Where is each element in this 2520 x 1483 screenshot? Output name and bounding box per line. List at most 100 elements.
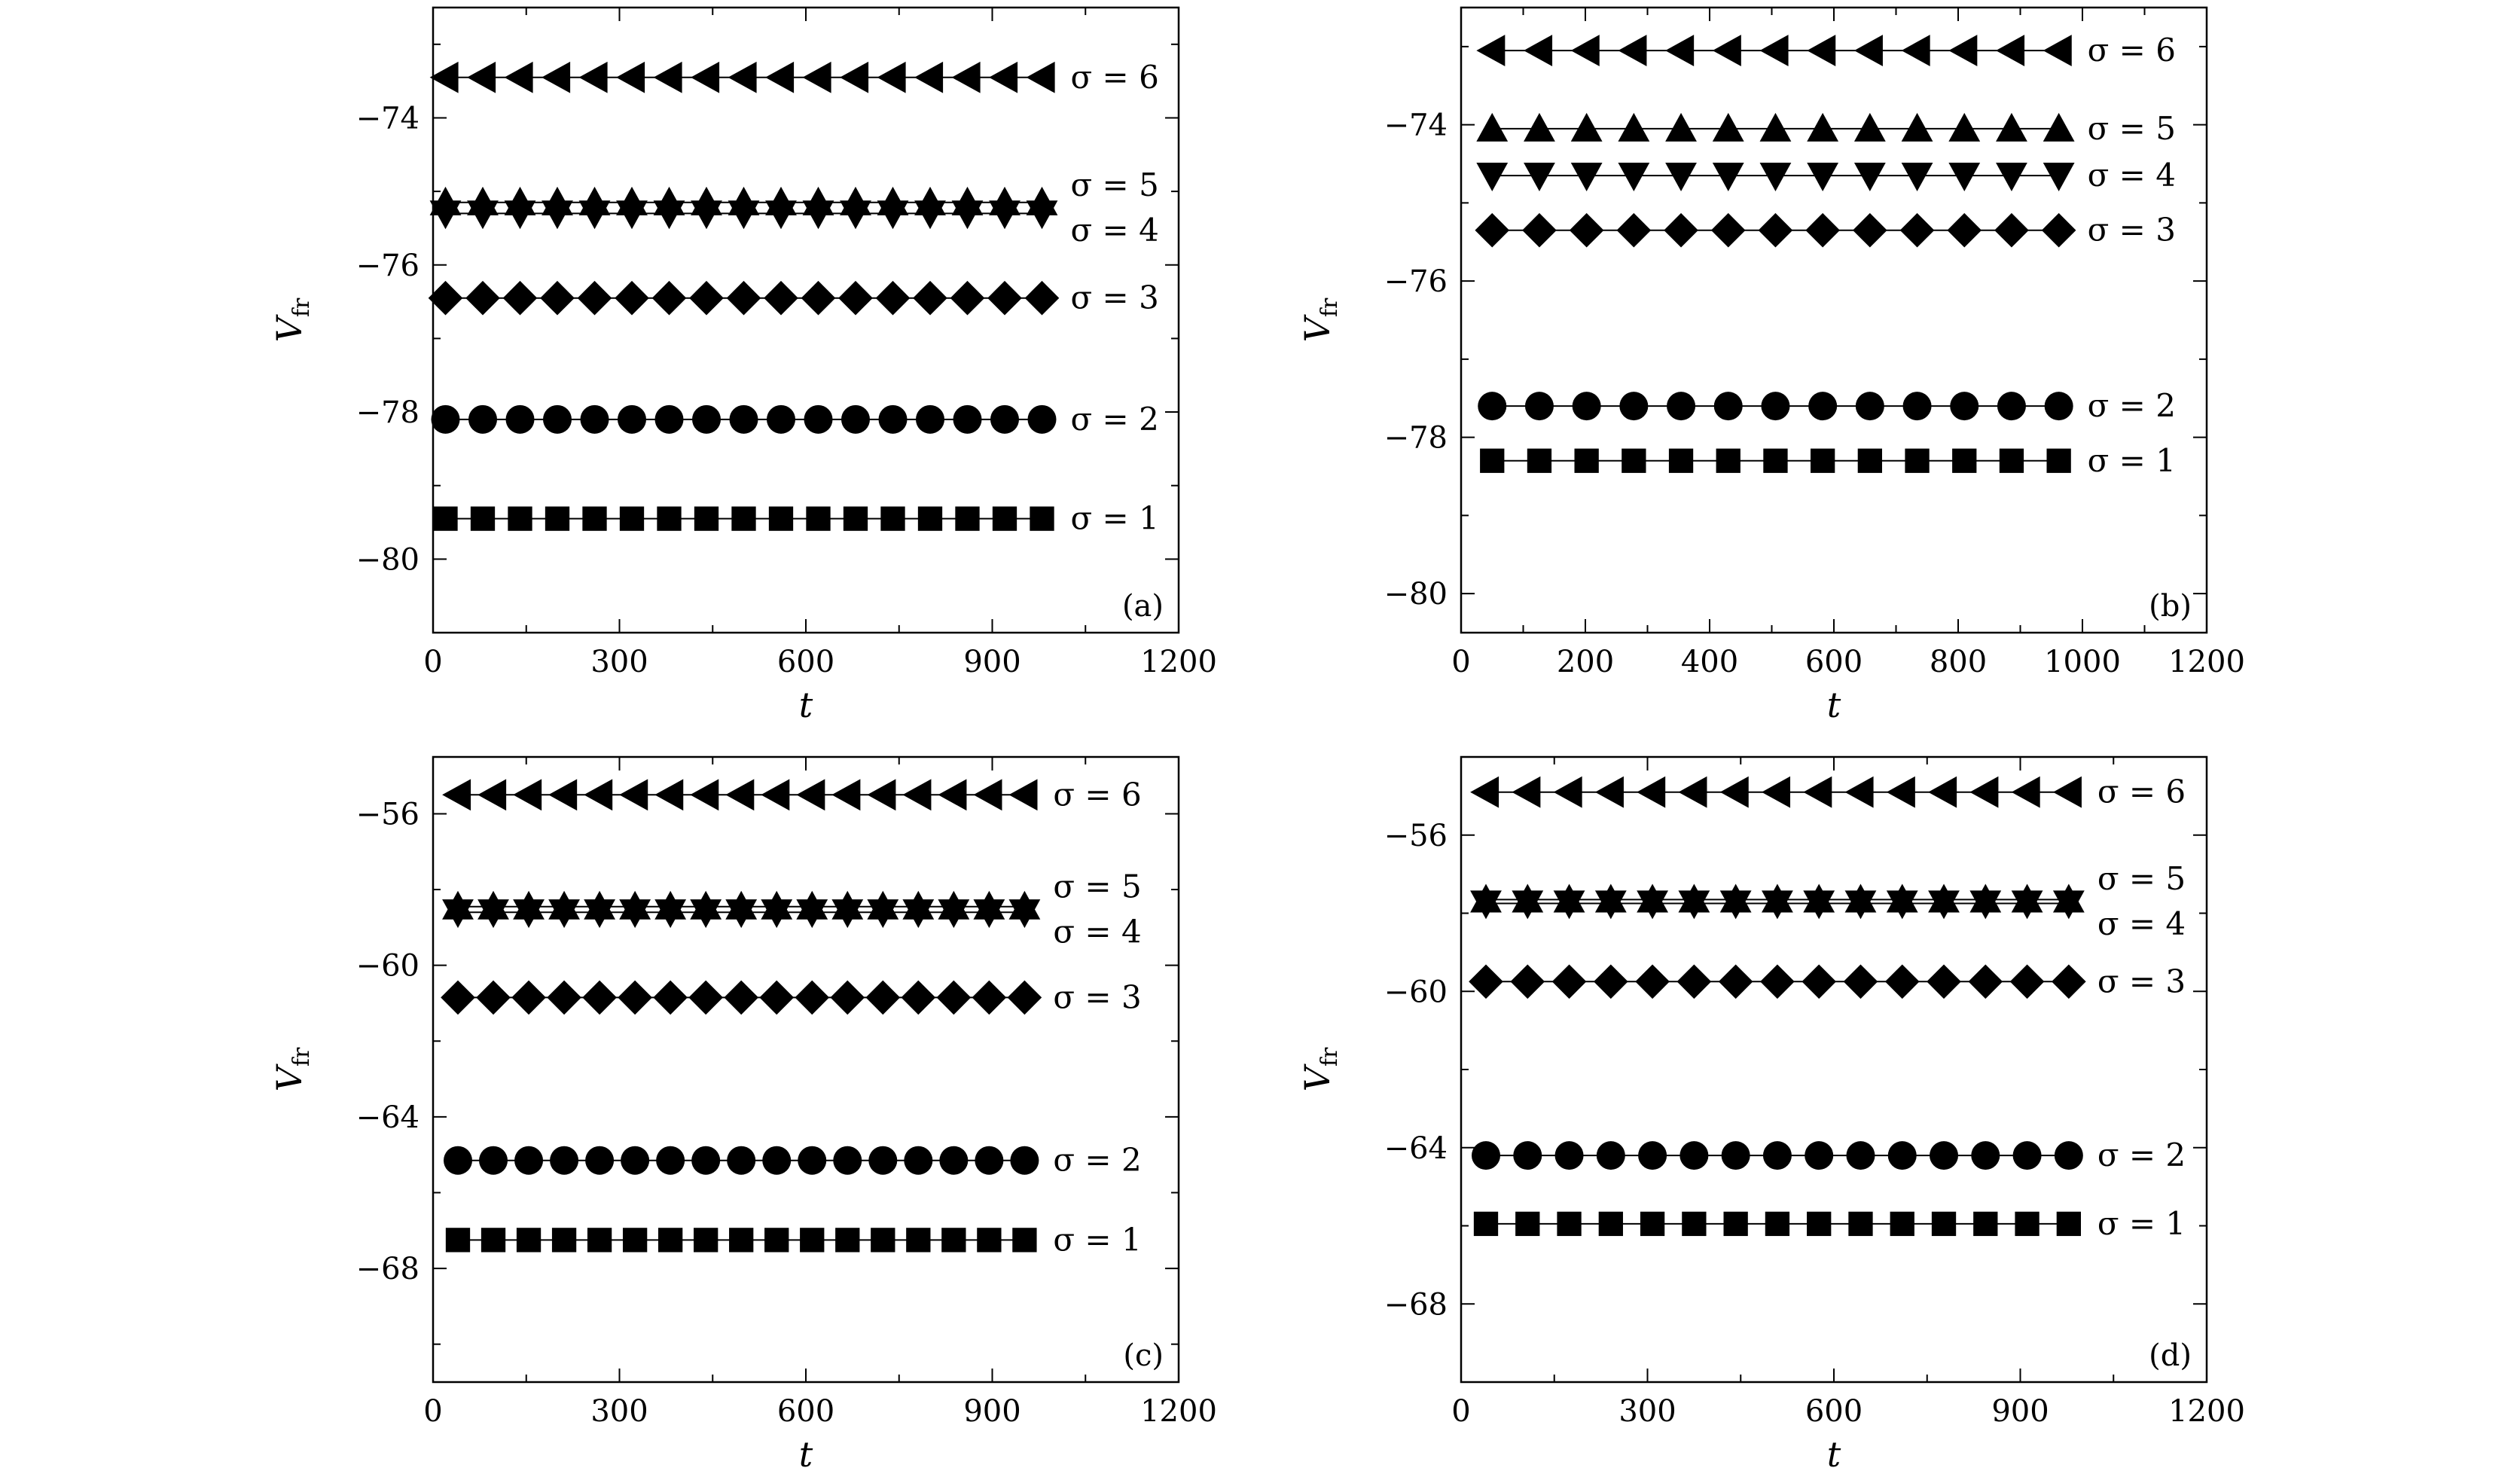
data-point — [1996, 35, 2025, 66]
data-point — [467, 61, 496, 93]
data-point — [729, 404, 758, 434]
x-tick-label: 1000 — [2044, 645, 2121, 679]
data-point — [2043, 112, 2075, 142]
data-point — [1522, 212, 1557, 248]
data-point — [548, 899, 580, 929]
data-point — [1710, 212, 1746, 248]
y-tick-label: −56 — [356, 797, 419, 832]
data-point — [1811, 448, 1835, 473]
data-point — [1026, 200, 1058, 230]
x-tick-label: 1200 — [1140, 1394, 1217, 1429]
data-point — [1902, 392, 1932, 421]
x-tick-label: 800 — [1930, 645, 1987, 679]
y-tick-label: −78 — [356, 395, 419, 430]
data-point — [1805, 1141, 1834, 1170]
data-point — [1682, 1211, 1707, 1237]
y-axis-label-subscript: fr — [288, 298, 315, 317]
x-tick-label: 0 — [423, 645, 442, 679]
data-point — [514, 1146, 544, 1175]
data-point — [2052, 964, 2086, 999]
data-point — [1857, 448, 1882, 473]
x-tick-label: 600 — [777, 645, 834, 679]
x-tick-label: 600 — [777, 1394, 834, 1429]
series-4 — [1469, 964, 2086, 999]
data-point — [1803, 890, 1835, 920]
data-point — [843, 506, 868, 531]
curve-label: σ = 3 — [2097, 963, 2186, 999]
series-6 — [1473, 1211, 2081, 1237]
data-point — [725, 899, 758, 929]
data-point — [1853, 112, 1886, 142]
curve-label: σ = 4 — [1071, 212, 1159, 249]
curve-label: σ = 5 — [1071, 166, 1159, 203]
data-point — [1855, 392, 1884, 421]
data-point — [725, 779, 755, 811]
data-point — [587, 1228, 612, 1253]
data-point — [1905, 448, 1930, 473]
data-point — [728, 200, 760, 230]
data-point — [795, 980, 830, 1015]
data-point — [1848, 1211, 1873, 1237]
data-point — [1524, 112, 1555, 142]
y-tick-label: −68 — [1384, 1287, 1448, 1322]
data-point — [727, 1146, 756, 1175]
data-point — [481, 1228, 506, 1253]
data-point — [830, 980, 865, 1015]
data-point — [972, 980, 1007, 1015]
panel-d: 0 300 600 900 1200 −68 −64 −60 −56 t Vfr (d) σ = 6 σ … — [1297, 755, 2245, 1475]
data-point — [1524, 162, 1555, 191]
data-point — [731, 506, 756, 531]
data-point — [479, 1146, 508, 1175]
data-point — [441, 980, 475, 1015]
series-6 — [433, 506, 1054, 531]
data-point — [1476, 162, 1509, 191]
data-point — [831, 779, 861, 811]
data-point — [1901, 35, 1930, 66]
data-point — [1510, 964, 1545, 999]
plot-frame — [432, 755, 1180, 1384]
data-point — [953, 404, 982, 434]
data-point — [1470, 890, 1502, 920]
data-point — [1901, 162, 1933, 191]
series-4 — [441, 980, 1042, 1015]
data-point — [1969, 890, 2002, 920]
data-point — [585, 1146, 615, 1175]
data-point — [865, 980, 901, 1015]
data-point — [431, 404, 460, 434]
y-tick-label: −80 — [356, 542, 419, 577]
data-point — [2041, 212, 2076, 248]
series-6 — [445, 1228, 1037, 1253]
data-point — [1762, 776, 1791, 808]
data-point — [1973, 1211, 1998, 1237]
data-point — [800, 1228, 825, 1253]
data-point — [867, 899, 899, 929]
series-4 — [428, 280, 1060, 316]
data-point — [442, 779, 471, 811]
data-point — [724, 980, 758, 1015]
data-point — [656, 1146, 685, 1175]
data-point — [1844, 890, 1877, 920]
data-point — [767, 404, 795, 434]
data-point — [2011, 776, 2040, 808]
data-point — [765, 200, 797, 230]
data-point — [622, 1228, 648, 1253]
curve-label: σ = 3 — [1071, 279, 1159, 316]
data-point — [841, 404, 870, 434]
curve-label: σ = 1 — [1053, 1221, 1141, 1258]
data-point — [1803, 776, 1832, 808]
data-point — [653, 200, 685, 230]
data-point — [938, 779, 967, 811]
data-point — [768, 506, 794, 531]
data-point — [580, 404, 609, 434]
data-point — [987, 280, 1022, 316]
data-point — [902, 779, 932, 811]
curve-label: σ = 5 — [1053, 868, 1141, 905]
data-point — [1716, 448, 1741, 473]
data-point — [1635, 964, 1670, 999]
data-point — [690, 899, 722, 929]
data-point — [2009, 964, 2045, 999]
data-point — [1469, 964, 1503, 999]
data-point — [1512, 776, 1541, 808]
data-point — [1637, 776, 1666, 808]
